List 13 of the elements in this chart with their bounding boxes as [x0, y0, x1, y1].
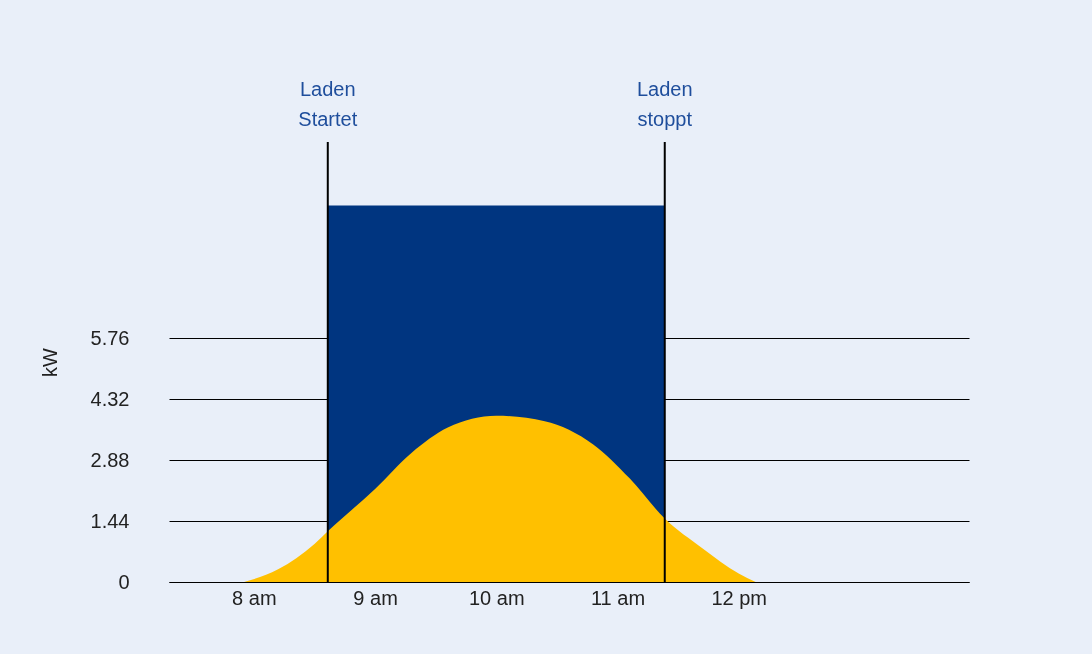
y-tick-label: 1.44	[90, 509, 130, 532]
ref-line-label: Laden Startet	[298, 78, 358, 130]
ref-line-label: Laden stoppt	[636, 78, 693, 130]
y-tick-label: 5.76	[90, 326, 130, 349]
x-tick-label: 8 am	[232, 586, 277, 609]
y-tick-label: 0	[118, 570, 130, 593]
x-tick-label: 9 am	[353, 586, 398, 609]
x-tick-label: 11 am	[590, 586, 646, 609]
y-tick-label: 2.88	[90, 448, 130, 471]
x-tick-label: 12 pm	[711, 586, 767, 609]
y-axis-title: kW	[38, 347, 61, 377]
y-tick-label: 4.32	[90, 387, 130, 410]
x-tick-label: 10 am	[468, 586, 525, 609]
